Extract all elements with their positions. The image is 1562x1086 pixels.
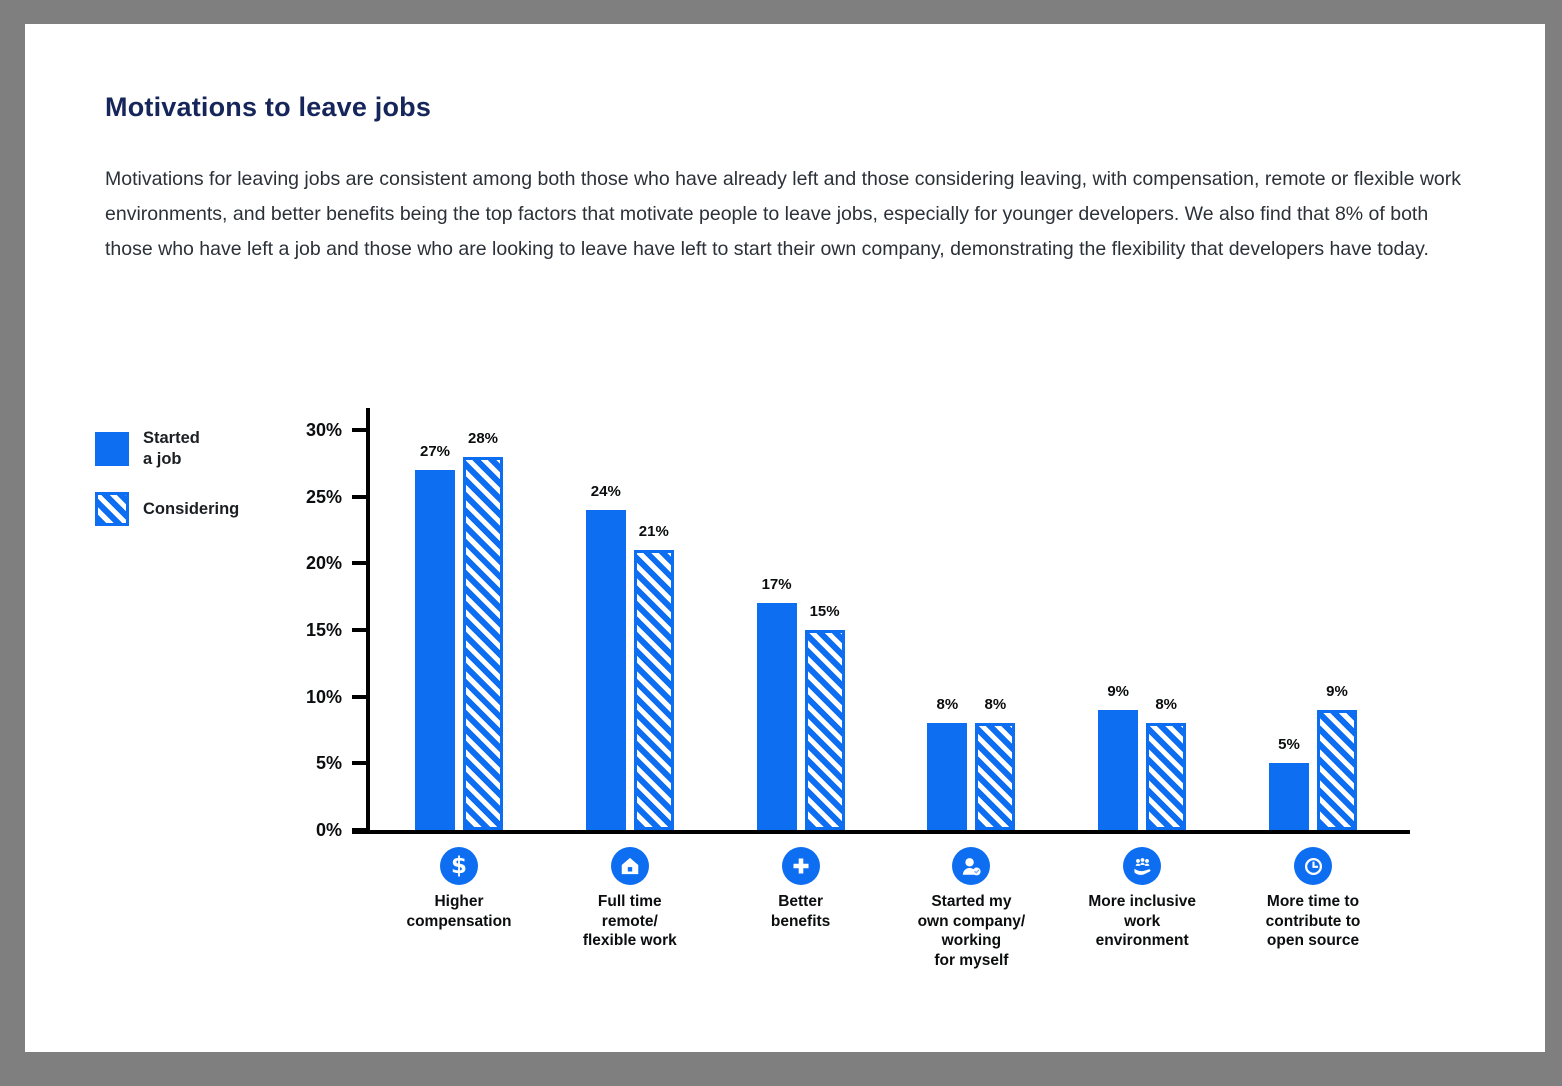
y-axis-tick [352, 494, 366, 499]
bar-considering [1317, 710, 1357, 830]
y-axis-tick-label: 20% [305, 553, 342, 574]
plus-icon [781, 847, 820, 885]
bar-value-label: 5% [1278, 736, 1300, 754]
bar-value-label: 15% [809, 603, 840, 620]
y-axis-tick [352, 628, 366, 632]
bar-value-label: 21% [638, 523, 669, 540]
bar-started-a-job [585, 510, 626, 830]
bar-considering [1146, 723, 1187, 830]
people-in-hand-icon [1123, 847, 1162, 885]
legend-swatch-solid [95, 432, 129, 466]
bar-started-a-job [756, 603, 797, 830]
y-axis-tick-label: 10% [305, 686, 342, 707]
legend-item-considering: Considering [95, 492, 239, 526]
y-axis-line [366, 408, 370, 834]
x-axis-line [352, 830, 1410, 834]
legend-item-started-a-job: Started a job [95, 428, 200, 470]
bar-considering [633, 550, 674, 830]
y-axis-tick [352, 694, 366, 699]
bar-started-a-job [1269, 763, 1309, 830]
bar-value-label: 17% [761, 576, 792, 594]
bar-considering [975, 723, 1016, 830]
category-label: More time to contribute to open source [1265, 893, 1361, 949]
bar-value-label: 24% [590, 483, 621, 500]
bar-value-label: 9% [1107, 683, 1130, 700]
category-label: Higher compensation [406, 893, 512, 930]
y-axis-tick-label: 30% [305, 420, 342, 440]
intro-paragraph: Motivations for leaving jobs are consist… [105, 168, 1462, 260]
person-check-icon [952, 847, 991, 885]
y-axis-tick-label: 0% [315, 820, 342, 840]
legend-label: Started a job [143, 429, 200, 468]
category-label: More inclusive work environment [1088, 893, 1197, 949]
motivations-bar-chart: Started a job Considering 0% 5% 10% 15% 20% 2… [25, 24, 1545, 1052]
y-axis-tick-label: 5% [315, 753, 342, 774]
y-axis-tick [352, 428, 366, 432]
category-label: Full time remote/ flexible work [582, 893, 677, 949]
y-axis-tick-label: 25% [305, 486, 342, 507]
dollar-glyph: $ [450, 852, 467, 879]
bar-value-label: 8% [936, 696, 959, 714]
bar-considering [804, 630, 845, 830]
bar-considering [463, 456, 503, 830]
y-axis-tick-label: 15% [305, 620, 342, 640]
home-icon [610, 847, 649, 885]
bar-value-label: 9% [1326, 683, 1348, 700]
report-page: Motivations to leave jobs Motivations fo… [25, 24, 1545, 1052]
clock-icon [1294, 847, 1332, 885]
y-axis-tick [352, 828, 366, 832]
bar-value-label: 27% [419, 443, 451, 460]
bar-started-a-job [415, 470, 455, 830]
legend-swatch-hatched [95, 492, 129, 526]
category-label: Better benefits [770, 893, 831, 930]
legend-label: Considering [143, 499, 240, 518]
bar-value-label: 28% [467, 429, 499, 447]
y-axis-tick [352, 561, 366, 566]
dollar-icon: $ [440, 847, 478, 885]
y-axis-tick [352, 761, 366, 766]
bar-value-label: 8% [1155, 696, 1178, 714]
page-title: Motivations to leave jobs [105, 92, 432, 122]
bar-value-label: 8% [984, 696, 1007, 714]
category-label: Started my own company/ working for myse… [917, 893, 1026, 969]
bar-started-a-job [927, 723, 968, 830]
bar-started-a-job [1098, 710, 1139, 830]
